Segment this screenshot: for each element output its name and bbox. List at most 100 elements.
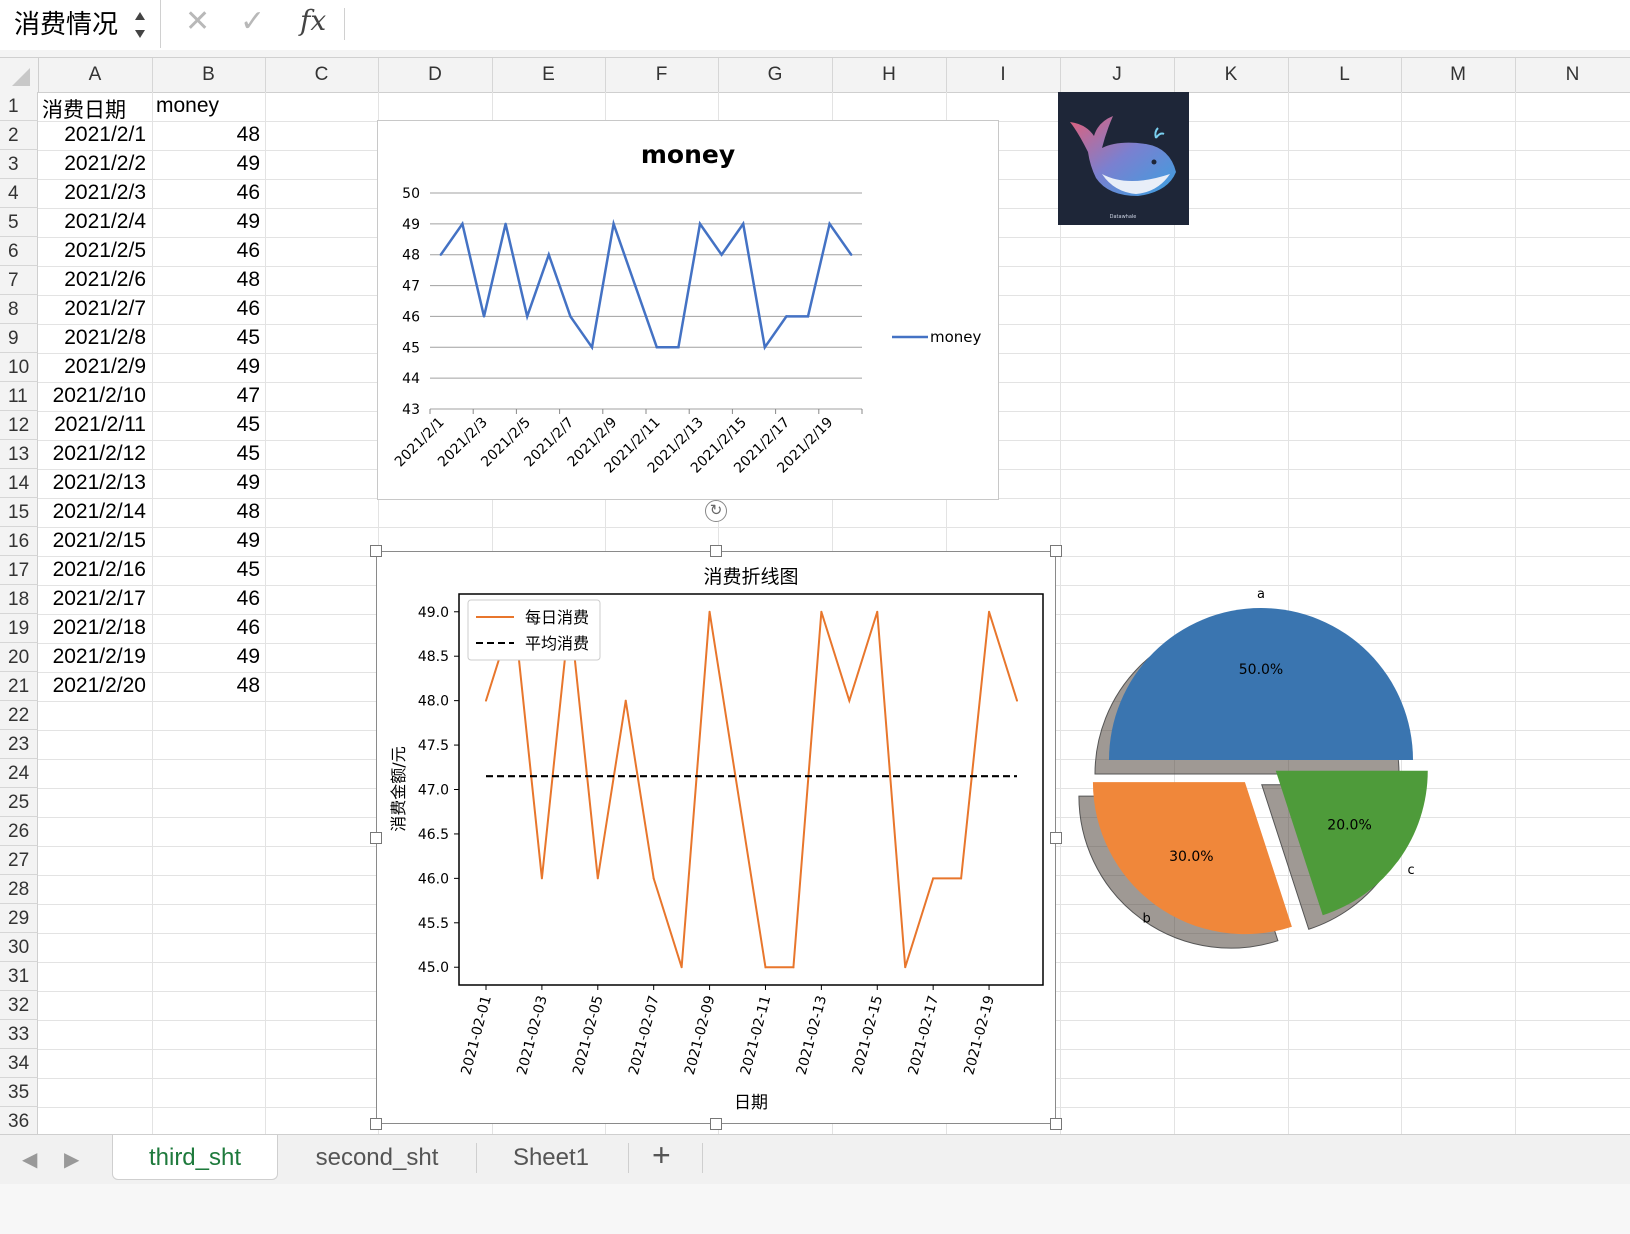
row-header-34[interactable]: 34 [0, 1049, 38, 1078]
cell-date[interactable]: 2021/2/19 [52, 645, 146, 668]
cell-money[interactable]: 46 [236, 181, 260, 204]
row-header-32[interactable]: 32 [0, 991, 38, 1020]
cell-money[interactable]: 47 [236, 384, 260, 407]
cell-date[interactable]: 2021/2/4 [64, 210, 146, 233]
prev-sheet-icon[interactable]: ◀ [22, 1149, 38, 1171]
row-header-29[interactable]: 29 [0, 904, 38, 933]
cell-date[interactable]: 2021/2/12 [52, 442, 146, 465]
row-header-5[interactable]: 5 [0, 208, 38, 237]
row-header-2[interactable]: 2 [0, 121, 38, 150]
row-header-12[interactable]: 12 [0, 411, 38, 440]
tab-third-sht[interactable]: third_sht [112, 1135, 278, 1180]
row-header-9[interactable]: 9 [0, 324, 38, 353]
row-header-4[interactable]: 4 [0, 179, 38, 208]
row-header-16[interactable]: 16 [0, 527, 38, 556]
resize-handle[interactable] [710, 545, 722, 557]
cell-money[interactable]: 49 [236, 152, 260, 175]
cell-money[interactable]: 48 [236, 674, 260, 697]
money-line-chart[interactable]: money 43 44 45 46 47 48 49 50 2021/2/1 2021/2/3 202… [377, 120, 999, 500]
resize-handle[interactable] [370, 545, 382, 557]
resize-handle[interactable] [370, 1118, 382, 1130]
cell-date[interactable]: 2021/2/8 [64, 326, 146, 349]
datawhale-logo-image[interactable]: Datawhale [1058, 92, 1189, 225]
cancel-icon[interactable]: ✕ [185, 5, 211, 38]
row-header-13[interactable]: 13 [0, 440, 38, 469]
resize-handle[interactable] [370, 832, 382, 844]
row-header-21[interactable]: 21 [0, 672, 38, 701]
column-header-h[interactable]: H [832, 58, 947, 92]
column-header-i[interactable]: I [946, 58, 1061, 92]
resize-handle[interactable] [710, 1118, 722, 1130]
column-header-a[interactable]: A [38, 58, 153, 92]
row-header-14[interactable]: 14 [0, 469, 38, 498]
row-header-11[interactable]: 11 [0, 382, 38, 411]
cell-b1-header[interactable]: money [156, 94, 220, 117]
cell-date[interactable]: 2021/2/5 [64, 239, 146, 262]
row-header-15[interactable]: 15 [0, 498, 38, 527]
cell-money[interactable]: 49 [236, 210, 260, 233]
column-header-g[interactable]: G [718, 58, 833, 92]
cell-date[interactable]: 2021/2/9 [64, 355, 146, 378]
pie-chart-image[interactable]: 50.0% a 30.0% b 20.0% c [1065, 575, 1430, 965]
cell-money[interactable]: 49 [236, 529, 260, 552]
cell-money[interactable]: 49 [236, 471, 260, 494]
row-header-36[interactable]: 36 [0, 1107, 38, 1136]
row-header-10[interactable]: 10 [0, 353, 38, 382]
cell-money[interactable]: 45 [236, 558, 260, 581]
column-header-m[interactable]: M [1401, 58, 1516, 92]
name-box-stepper-icon[interactable] [132, 6, 148, 42]
cell-date[interactable]: 2021/2/14 [52, 500, 146, 523]
cell-date[interactable]: 2021/2/3 [64, 181, 146, 204]
row-header-30[interactable]: 30 [0, 933, 38, 962]
cell-a1-header[interactable]: 消费日期 [42, 99, 126, 122]
cell-date[interactable]: 2021/2/10 [52, 384, 146, 407]
row-header-7[interactable]: 7 [0, 266, 38, 295]
row-header-35[interactable]: 35 [0, 1078, 38, 1107]
row-header-22[interactable]: 22 [0, 701, 38, 730]
resize-handle[interactable] [1050, 1118, 1062, 1130]
tab-second-sht[interactable]: second_sht [315, 1144, 439, 1171]
cell-date[interactable]: 2021/2/18 [52, 616, 146, 639]
cell-money[interactable]: 49 [236, 645, 260, 668]
row-header-3[interactable]: 3 [0, 150, 38, 179]
cell-date[interactable]: 2021/2/11 [54, 413, 146, 436]
resize-handle[interactable] [1050, 832, 1062, 844]
row-header-6[interactable]: 6 [0, 237, 38, 266]
function-icon[interactable]: fx [300, 4, 327, 37]
column-header-d[interactable]: D [378, 58, 493, 92]
cell-money[interactable]: 45 [236, 413, 260, 436]
column-header-b[interactable]: B [152, 58, 266, 92]
column-header-e[interactable]: E [492, 58, 606, 92]
cell-money[interactable]: 46 [236, 239, 260, 262]
column-header-f[interactable]: F [605, 58, 719, 92]
row-header-1[interactable]: 1 [0, 92, 38, 121]
resize-handle[interactable] [1050, 545, 1062, 557]
row-header-18[interactable]: 18 [0, 585, 38, 614]
cell-date[interactable]: 2021/2/6 [64, 268, 146, 291]
cell-money[interactable]: 48 [236, 268, 260, 291]
row-header-25[interactable]: 25 [0, 788, 38, 817]
cell-money[interactable]: 45 [236, 442, 260, 465]
column-header-n[interactable]: N [1515, 58, 1630, 92]
cell-money[interactable]: 49 [236, 355, 260, 378]
row-header-27[interactable]: 27 [0, 846, 38, 875]
tab-sheet1[interactable]: Sheet1 [512, 1144, 590, 1171]
consumption-line-chart-image[interactable]: 消费折线图 45.0 45.5 46.0 46.5 47.0 47.5 48.0 48.5 49.… [376, 551, 1056, 1124]
row-header-17[interactable]: 17 [0, 556, 38, 585]
row-header-19[interactable]: 19 [0, 614, 38, 643]
row-header-33[interactable]: 33 [0, 1020, 38, 1049]
row-header-8[interactable]: 8 [0, 295, 38, 324]
cell-money[interactable]: 46 [236, 297, 260, 320]
cell-date[interactable]: 2021/2/7 [64, 297, 146, 320]
cell-date[interactable]: 2021/2/2 [64, 152, 146, 175]
column-header-j[interactable]: J [1060, 58, 1175, 92]
cell-money[interactable]: 46 [236, 616, 260, 639]
column-header-c[interactable]: C [265, 58, 379, 92]
column-header-k[interactable]: K [1174, 58, 1289, 92]
cell-date[interactable]: 2021/2/20 [52, 674, 146, 697]
cell-date[interactable]: 2021/2/17 [52, 587, 146, 610]
row-header-23[interactable]: 23 [0, 730, 38, 759]
row-header-24[interactable]: 24 [0, 759, 38, 788]
cell-date[interactable]: 2021/2/16 [52, 558, 146, 581]
cell-date[interactable]: 2021/2/1 [64, 123, 146, 146]
